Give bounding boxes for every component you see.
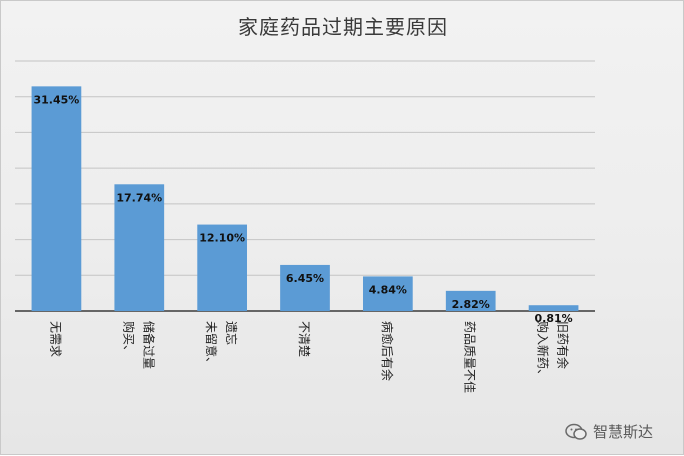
category-label: 旧药有余: [556, 321, 571, 369]
data-labels: 31.45% 17.74% 12.10% 6.45% 4.84% 2.82% 0.81%: [34, 93, 573, 325]
bar: [363, 276, 413, 311]
category-label: 未留意、: [204, 321, 219, 369]
category-label: 病愈后有余: [380, 321, 395, 381]
bar: [197, 224, 247, 311]
watermark-text: 智慧斯达: [592, 423, 653, 441]
data-label: 31.45%: [34, 93, 80, 106]
category-label: 无需求: [48, 321, 62, 357]
wechat-icon: [565, 423, 587, 440]
gridlines: [15, 60, 595, 312]
data-label: 12.10%: [199, 232, 245, 245]
bars: [31, 86, 579, 311]
category-label: 购买、: [121, 321, 136, 357]
category-label: 储备过量: [141, 321, 156, 369]
data-label: 17.74%: [116, 191, 162, 204]
category-label: 遗忘: [224, 321, 239, 345]
bar: [528, 305, 579, 311]
bar: [114, 184, 165, 311]
category-labels: 无需求 购买、 储备过量 未留意、 遗忘 不清楚 病愈后有余 药品质量不佳 购入新药、 旧药有余: [48, 321, 570, 393]
data-label: 4.84%: [369, 283, 407, 296]
data-label: 2.82%: [452, 298, 490, 311]
watermark: 智慧斯达: [565, 421, 653, 442]
category-label: 不清楚: [297, 321, 311, 357]
data-label: 0.81%: [534, 312, 572, 325]
chart-title: 家庭药品过期主要原因: [238, 15, 448, 39]
category-label: 购入新药、: [536, 321, 551, 381]
data-label: 6.45%: [286, 272, 324, 285]
bar: [31, 86, 82, 311]
bar: [280, 264, 330, 311]
category-label: 药品质量不佳: [463, 321, 477, 393]
bar: [445, 290, 496, 311]
